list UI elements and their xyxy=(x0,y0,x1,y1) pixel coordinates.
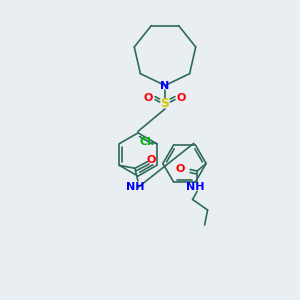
Text: O: O xyxy=(146,155,156,165)
Text: N: N xyxy=(160,80,169,91)
Text: NH: NH xyxy=(126,182,145,193)
Text: O: O xyxy=(176,164,185,175)
Text: O: O xyxy=(144,93,153,103)
Text: Cl: Cl xyxy=(140,137,151,147)
Text: O: O xyxy=(177,93,186,103)
Text: NH: NH xyxy=(186,182,205,193)
Text: S: S xyxy=(160,97,169,110)
